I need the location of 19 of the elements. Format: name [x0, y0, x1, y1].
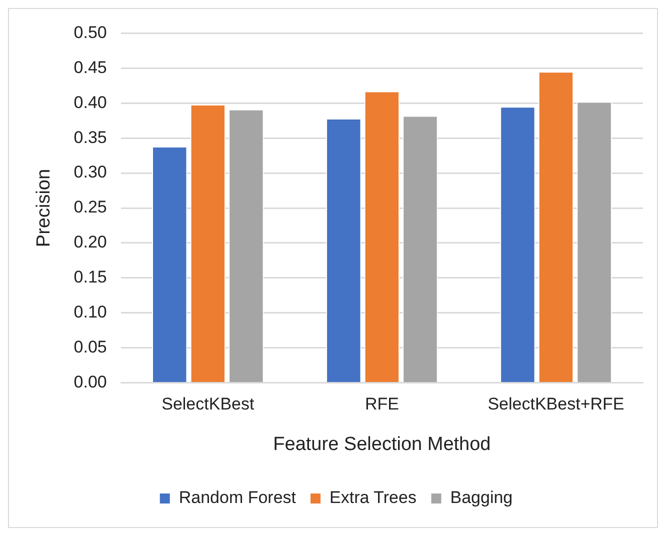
y-tick-label: 0.35 [74, 128, 107, 147]
y-tick-label: 0.20 [74, 232, 107, 252]
x-tick-label: SelectKBest+RFE [488, 394, 624, 414]
y-tick-label: 0.05 [74, 338, 107, 357]
y-tick-label: 0.40 [74, 92, 107, 112]
legend-label: Bagging [450, 488, 513, 508]
y-tick-label: 0.15 [74, 268, 107, 287]
y-tick-label: 0.45 [74, 58, 107, 77]
x-tick-label: RFE [364, 394, 399, 414]
y-tick-label: 0.00 [74, 372, 107, 392]
legend-label: Random Forest [178, 488, 296, 508]
y-tick-label: 0.50 [74, 22, 107, 42]
x-tick-label: SelectKBest [162, 394, 254, 414]
x-axis-title: Feature Selection Method [273, 434, 491, 455]
y-tick-label: 0.25 [74, 198, 107, 217]
y-axis-title: Precision [34, 168, 55, 248]
y-tick-label: 0.30 [74, 162, 107, 182]
y-tick-label: 0.10 [74, 302, 107, 322]
legend-label: Extra Trees [330, 488, 416, 508]
